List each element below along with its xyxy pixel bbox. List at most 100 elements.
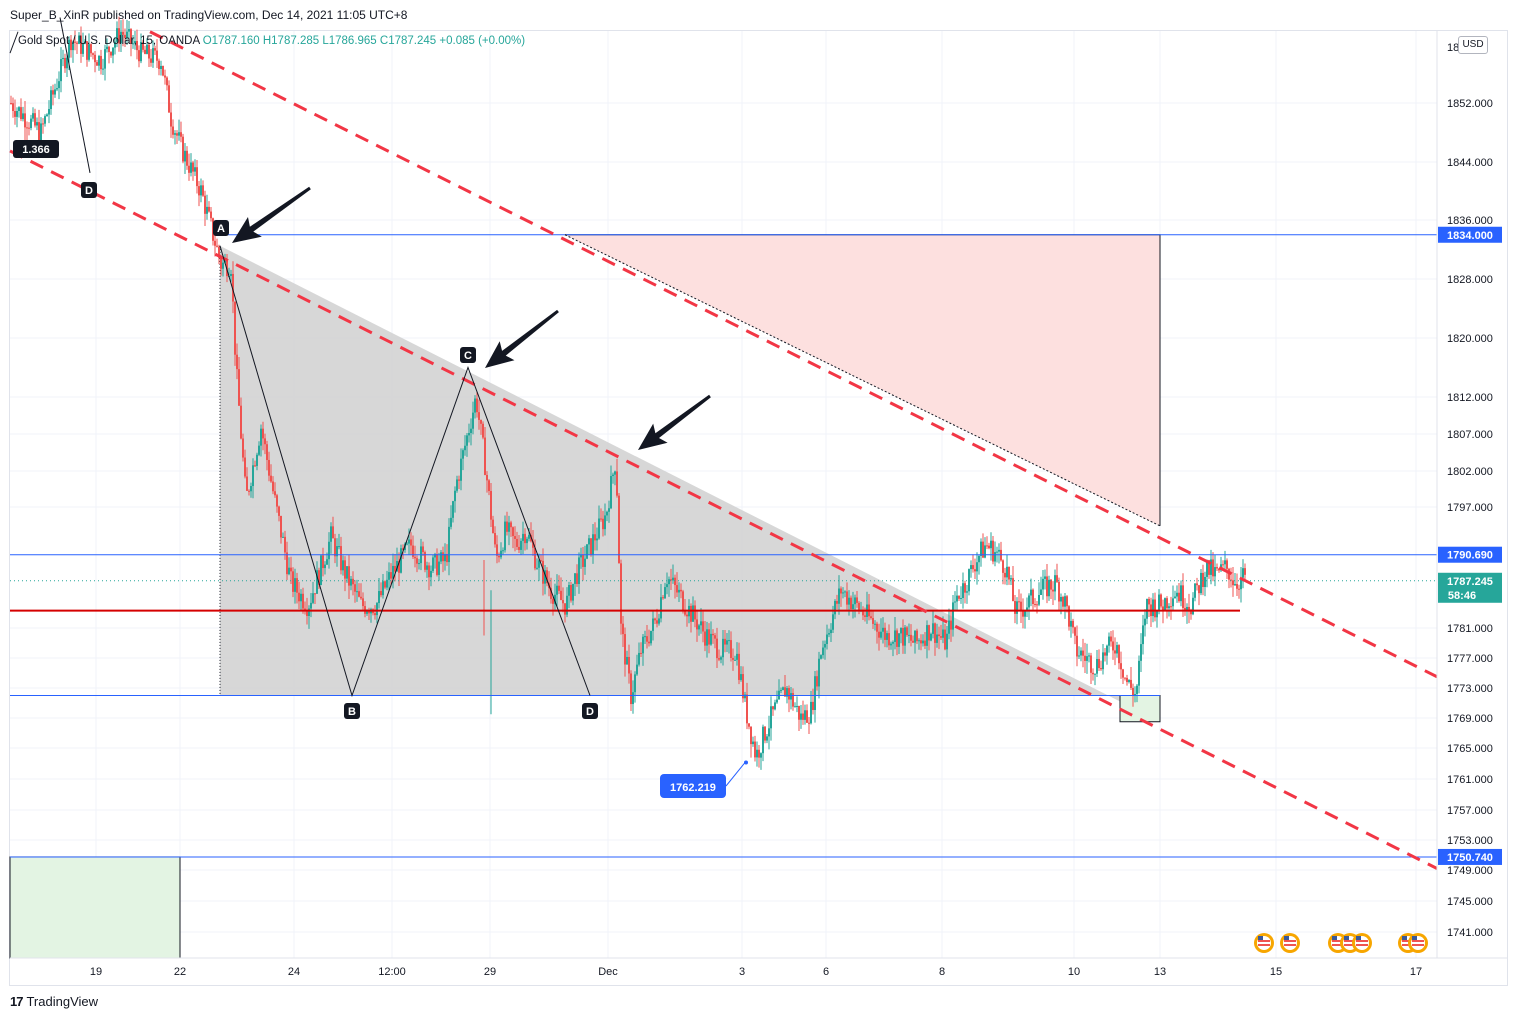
candle-body [40,123,42,141]
candle-body [314,593,316,595]
candle-body [130,29,132,44]
candle-body [932,623,934,634]
candle-body [486,474,488,481]
candle-body [1060,597,1062,602]
price-tags: 1834.000 1790.690 1787.245 58:46 1750.740 [1438,226,1502,865]
triangle-fill [220,245,1160,722]
candle-body [628,656,630,674]
candle-body [898,633,900,647]
arrow-icon [485,309,559,368]
candle-body [876,623,878,632]
candle-body [966,591,968,593]
time-tick-label: 8 [939,966,945,978]
candle-body [434,554,436,558]
price-tag-box [1438,848,1502,865]
candle-body [730,640,732,658]
candle-body [592,534,594,555]
price-tag-box [1438,546,1502,563]
candle-body [328,541,330,560]
candle-body [1036,604,1038,606]
candle-body [16,111,18,117]
candle-body [496,544,498,556]
price-tick-label: 1781.000 [1447,623,1493,635]
time-axis[interactable]: 19 22 24 12:00 29 Dec 3 6 8 10 13 15 17 [10,957,1507,978]
candle-body [946,633,948,650]
candle-body [436,554,438,575]
price-axis[interactable]: 1741.000 1745.000 1749.000 1753.000 1757.000… [1436,31,1493,958]
price-tick-label: 1852.000 [1447,98,1493,110]
candle-body [874,623,876,625]
candle-body [754,741,756,758]
chart-frame[interactable] [9,30,1508,986]
candle-body [334,538,336,557]
candle-body [510,522,512,528]
candle-body [54,89,56,95]
candle-body [750,726,752,745]
candle-body [356,591,358,593]
candle-body [1106,645,1108,656]
label-text: 1762.219 [670,782,716,794]
candle-body [678,589,680,593]
candle-body [424,552,426,570]
candle-body [532,541,534,548]
candle-body [1184,607,1186,611]
candle-body [180,132,182,137]
candle-body [820,655,822,659]
candle-body [72,41,74,51]
candle-body [728,640,730,642]
candle-body [934,623,936,643]
candle-body [1190,611,1192,615]
candle-body [1232,580,1234,586]
candle-body [272,481,274,492]
candle-body [1044,576,1046,579]
candle-body [760,753,762,758]
event-stripe [1344,944,1356,946]
candle-body [544,570,546,584]
candle-body [640,652,642,654]
candle-body [1198,585,1200,594]
high-value: H1787.285 [262,35,320,47]
currency-button[interactable]: USD [1458,36,1488,54]
candle-body [152,48,154,63]
candle-body [894,630,896,643]
candle-body [392,565,394,579]
extension-line [9,31,19,54]
candle-body [522,533,524,541]
candle-body [914,630,916,643]
candle-body [106,46,108,50]
candle-body [94,54,96,63]
candle-body [344,560,346,579]
candle-body [1054,575,1056,592]
candle-body [524,533,526,544]
candle-body [58,81,60,89]
candle-body [536,567,538,569]
candle-body [880,631,882,638]
candle-body [744,694,746,699]
candle-body [1094,673,1096,675]
candle-body [1026,607,1028,612]
candle-body [1174,596,1176,599]
candle-body [206,206,208,214]
candle-body [798,705,800,720]
candle-body [626,656,628,665]
candle-body [526,538,528,544]
candle-body [636,664,638,675]
event-canton [1412,936,1417,940]
candle-body [1032,589,1034,605]
candle-body [858,602,860,611]
price-tick-label: 1769.000 [1447,713,1493,725]
candle-body [1240,577,1242,590]
candle-body [222,262,224,269]
candle-body [970,565,972,570]
candle-body [478,412,480,420]
candle-body [582,555,584,567]
candle-body [870,616,872,619]
candle-body [824,643,826,648]
point-label-d: D [582,703,598,719]
candle-body [286,552,288,575]
candle-body [1180,585,1182,602]
time-tick-label: 19 [90,966,102,978]
candle-body [996,551,998,553]
low-value: L1786.965 [322,35,377,47]
